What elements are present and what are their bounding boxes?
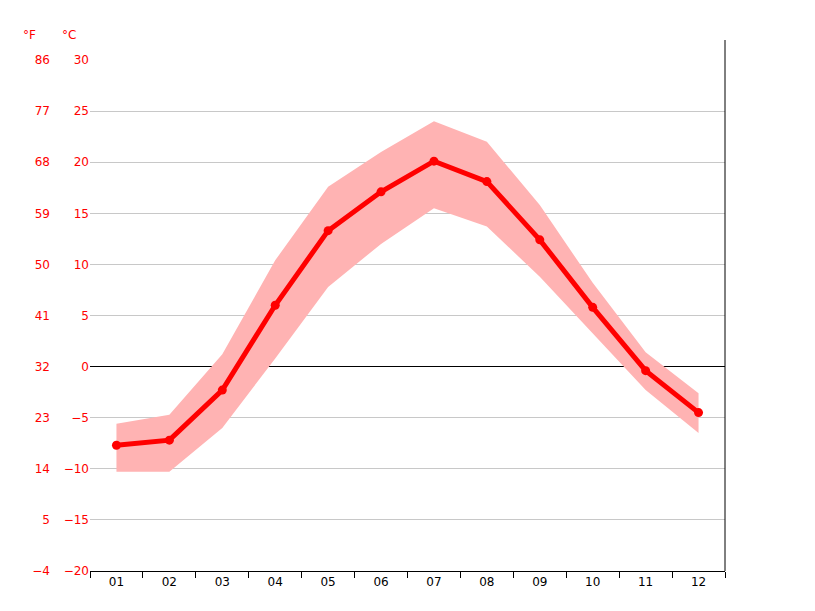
svg-text:−10: −10 xyxy=(64,462,89,476)
svg-text:41: 41 xyxy=(35,309,50,323)
svg-text:25: 25 xyxy=(74,104,89,118)
svg-text:08: 08 xyxy=(479,575,494,589)
svg-text:0: 0 xyxy=(81,360,89,374)
svg-text:5: 5 xyxy=(42,513,50,527)
svg-text:10: 10 xyxy=(585,575,600,589)
svg-text:09: 09 xyxy=(532,575,547,589)
svg-text:°C: °C xyxy=(62,28,76,42)
svg-text:−20: −20 xyxy=(64,564,89,578)
svg-text:50: 50 xyxy=(35,258,50,272)
svg-text:10: 10 xyxy=(74,258,89,272)
svg-text:32: 32 xyxy=(35,360,50,374)
svg-text:23: 23 xyxy=(35,411,50,425)
svg-text:05: 05 xyxy=(320,575,335,589)
svg-text:5: 5 xyxy=(81,309,89,323)
svg-text:°F: °F xyxy=(23,28,36,42)
svg-text:07: 07 xyxy=(426,575,441,589)
svg-text:15: 15 xyxy=(74,207,89,221)
svg-text:68: 68 xyxy=(35,155,50,169)
svg-text:86: 86 xyxy=(35,53,50,67)
svg-text:59: 59 xyxy=(35,207,50,221)
svg-text:01: 01 xyxy=(109,575,124,589)
svg-text:03: 03 xyxy=(215,575,230,589)
svg-text:11: 11 xyxy=(638,575,653,589)
svg-text:−15: −15 xyxy=(64,513,89,527)
svg-text:14: 14 xyxy=(35,462,50,476)
svg-text:06: 06 xyxy=(373,575,388,589)
svg-text:77: 77 xyxy=(35,104,50,118)
svg-text:02: 02 xyxy=(162,575,177,589)
svg-text:−5: −5 xyxy=(71,411,89,425)
svg-text:−4: −4 xyxy=(32,564,50,578)
svg-text:30: 30 xyxy=(74,53,89,67)
svg-text:12: 12 xyxy=(691,575,706,589)
svg-text:20: 20 xyxy=(74,155,89,169)
svg-text:04: 04 xyxy=(268,575,283,589)
